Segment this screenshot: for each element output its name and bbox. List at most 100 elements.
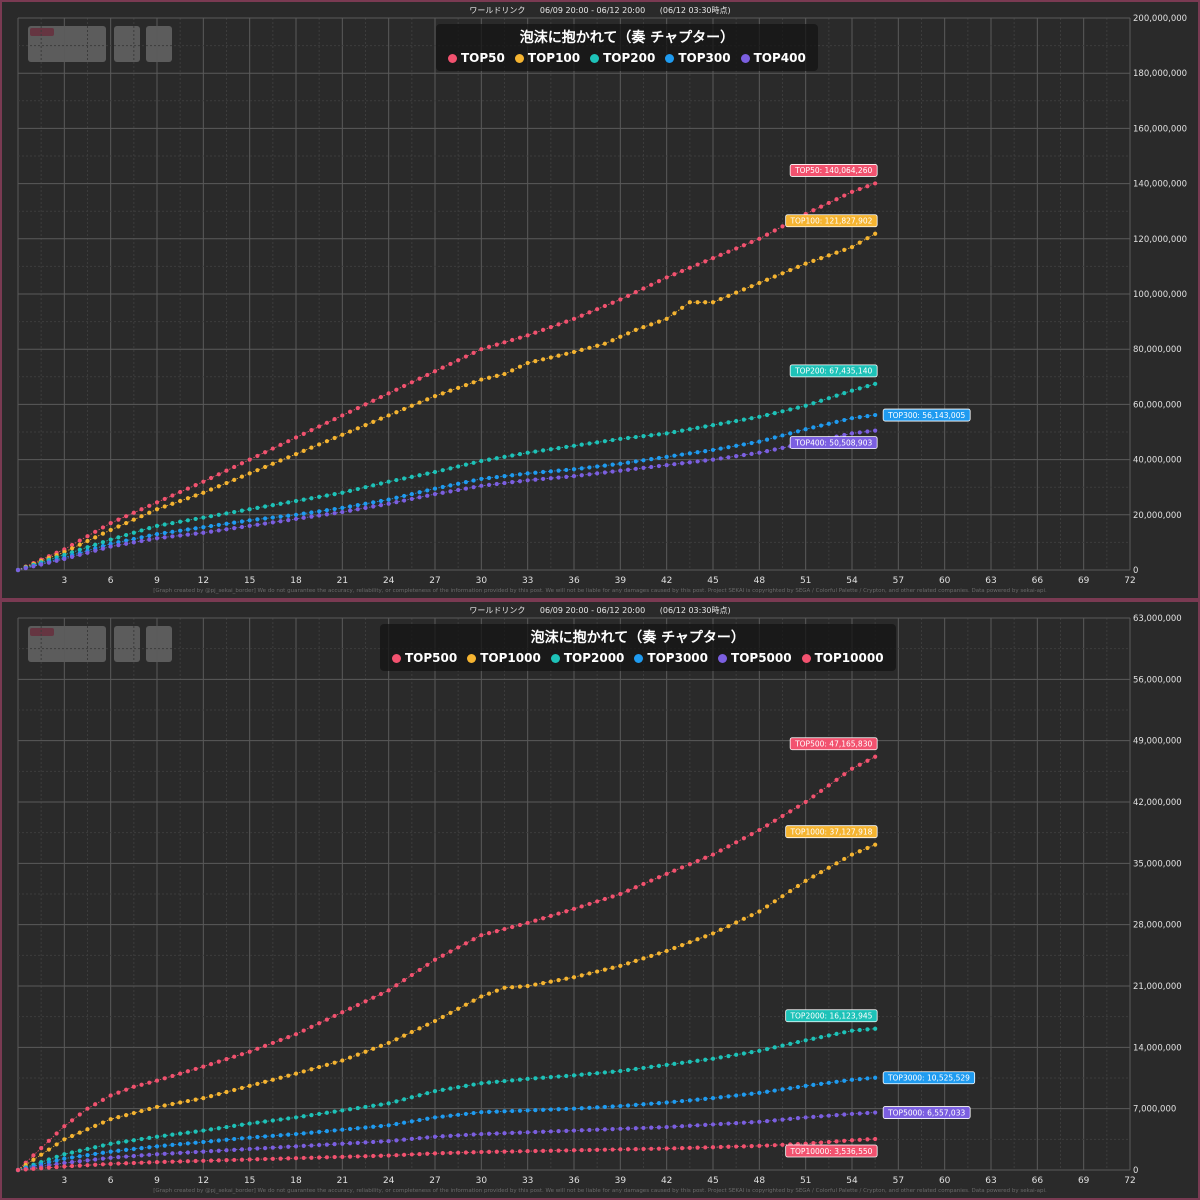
data-point [695, 1145, 700, 1150]
data-point [278, 458, 283, 463]
data-point [494, 1109, 499, 1114]
data-point [432, 469, 438, 475]
data-point [108, 1093, 113, 1098]
data-point [131, 530, 136, 535]
data-point [672, 1146, 677, 1151]
data-point [695, 1123, 700, 1128]
data-point [510, 1149, 515, 1154]
end-value-label-box [789, 436, 878, 449]
data-point [425, 1135, 430, 1140]
legend-label: TOP500 [405, 651, 458, 665]
data-point [533, 1108, 538, 1113]
data-point [749, 1144, 754, 1149]
data-point [270, 515, 275, 520]
data-point [185, 527, 190, 532]
data-point [425, 1116, 430, 1121]
data-point [208, 475, 214, 481]
data-point [278, 501, 283, 506]
data-point [710, 1145, 716, 1150]
x-tick-label: 36 [568, 576, 580, 586]
data-point [332, 492, 337, 497]
data-point [270, 1133, 275, 1138]
event-type: ワールドリンク [469, 6, 526, 15]
data-point [525, 983, 530, 989]
data-point [425, 397, 430, 402]
legend-label: TOP50 [461, 51, 505, 65]
data-point [625, 888, 631, 893]
data-point [263, 521, 268, 526]
data-point [857, 1111, 862, 1116]
data-point [224, 1057, 229, 1062]
data-point [741, 287, 746, 292]
end-value-label-text: TOP1000: 37,127,918 [789, 827, 872, 836]
series-line [17, 1077, 876, 1171]
data-point [178, 1071, 183, 1076]
data-point [764, 448, 770, 454]
data-point [116, 1155, 121, 1160]
data-point [309, 510, 314, 515]
data-point [355, 1052, 360, 1057]
data-point [371, 500, 376, 505]
series-TOP100 [15, 231, 878, 573]
data-point [764, 277, 770, 282]
data-point [386, 1101, 391, 1106]
data-point [541, 327, 546, 332]
data-point [803, 1083, 808, 1088]
data-point [100, 1097, 106, 1103]
data-point [131, 1084, 136, 1089]
data-point [448, 1086, 453, 1091]
data-point [680, 428, 685, 433]
data-point [425, 488, 430, 493]
data-point [162, 1103, 167, 1108]
data-point [386, 479, 391, 484]
data-point [718, 446, 723, 451]
series-TOP2000 [15, 1026, 878, 1173]
data-point [456, 1150, 461, 1155]
line-chart-bottom: 3 6 9 12 15 18 21 24 27 30 33 36 39 42 45 48 51 54 57 60 63 6… [15, 614, 1182, 1186]
data-point [479, 377, 484, 382]
data-point [409, 496, 414, 502]
data-point [208, 523, 214, 529]
data-point [734, 1093, 739, 1098]
data-point [556, 1148, 561, 1153]
legend-item: TOP1000 [467, 651, 541, 665]
data-point [417, 495, 422, 500]
data-point [147, 1106, 152, 1112]
data-point [332, 435, 337, 441]
data-point [718, 1144, 723, 1150]
x-tick-label: 45 [707, 1176, 718, 1186]
data-point [641, 1146, 646, 1152]
data-point [625, 460, 631, 465]
data-point [602, 1127, 607, 1132]
data-point [178, 1100, 183, 1105]
data-point [510, 985, 515, 990]
data-point [525, 920, 530, 926]
data-point [757, 439, 762, 444]
data-point [533, 1148, 538, 1154]
data-point [286, 1156, 291, 1161]
data-point [849, 1111, 855, 1117]
x-tick-label: 57 [893, 1176, 904, 1186]
data-point [355, 503, 360, 508]
data-point [31, 1166, 36, 1171]
data-point [610, 1104, 615, 1109]
data-point [178, 498, 183, 504]
data-point [409, 1119, 414, 1124]
data-point [602, 1147, 607, 1152]
data-point [595, 471, 600, 476]
data-point [510, 1078, 515, 1083]
data-point [826, 200, 831, 206]
data-point [533, 359, 538, 364]
data-point [340, 1141, 345, 1146]
data-point [247, 1135, 252, 1140]
x-tick-label: 30 [476, 576, 488, 586]
data-point [355, 1126, 360, 1131]
data-point [301, 497, 306, 502]
data-point [533, 1129, 538, 1135]
data-point [317, 494, 322, 499]
data-point [656, 463, 662, 469]
data-point [710, 1096, 716, 1101]
data-point [873, 428, 878, 433]
data-point [224, 468, 229, 473]
data-point [301, 1155, 306, 1161]
